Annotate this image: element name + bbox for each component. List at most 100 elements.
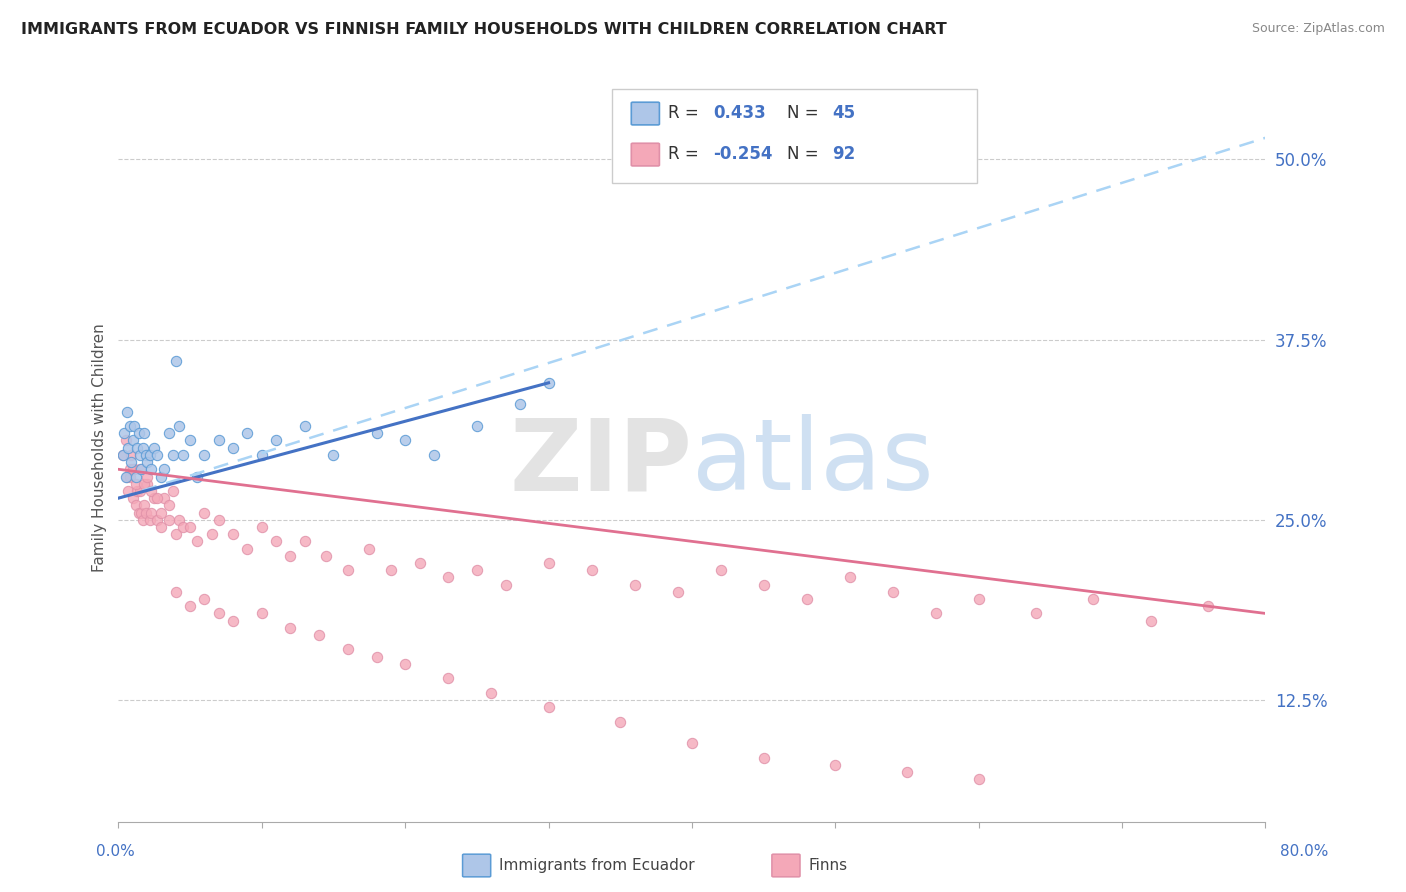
Point — [165, 527, 187, 541]
Point — [134, 476, 156, 491]
Point — [315, 549, 337, 563]
Point — [609, 714, 631, 729]
Point — [437, 671, 460, 685]
Point — [167, 419, 190, 434]
Point — [118, 419, 141, 434]
Point — [141, 506, 163, 520]
Point — [280, 621, 302, 635]
Point — [179, 434, 201, 448]
Point — [752, 750, 775, 764]
Text: -0.254: -0.254 — [713, 145, 772, 163]
Text: N =: N = — [787, 104, 824, 122]
Point — [124, 499, 146, 513]
Text: R =: R = — [668, 145, 704, 163]
Point — [141, 462, 163, 476]
Text: 0.433: 0.433 — [713, 104, 766, 122]
Point — [132, 441, 155, 455]
Point — [208, 513, 231, 527]
Point — [128, 506, 150, 520]
Point — [139, 448, 162, 462]
Point — [165, 584, 187, 599]
Point — [136, 455, 159, 469]
Text: Immigrants from Ecuador: Immigrants from Ecuador — [499, 858, 695, 872]
Point — [967, 772, 990, 786]
Point — [134, 426, 156, 441]
Point — [366, 649, 388, 664]
Point — [111, 448, 134, 462]
Point — [132, 513, 155, 527]
Point — [222, 614, 245, 628]
Point — [193, 448, 215, 462]
Y-axis label: Family Households with Children: Family Households with Children — [93, 323, 107, 572]
Point — [752, 577, 775, 591]
Text: Source: ZipAtlas.com: Source: ZipAtlas.com — [1251, 22, 1385, 36]
Point — [394, 657, 416, 671]
Point — [135, 448, 157, 462]
Point — [294, 419, 316, 434]
Point — [121, 434, 143, 448]
Point — [162, 448, 184, 462]
Point — [179, 599, 201, 614]
Point — [143, 441, 166, 455]
Point — [359, 541, 381, 556]
Point — [157, 513, 180, 527]
Point — [437, 570, 460, 584]
Point — [114, 434, 136, 448]
Point — [141, 483, 163, 498]
Text: 80.0%: 80.0% — [1281, 845, 1329, 859]
Point — [581, 563, 603, 577]
Point — [222, 441, 245, 455]
Point — [201, 527, 224, 541]
Point — [139, 513, 162, 527]
Point — [172, 520, 194, 534]
Point — [153, 462, 176, 476]
Point — [135, 506, 157, 520]
Point — [250, 607, 273, 621]
Point — [264, 434, 287, 448]
Point — [165, 354, 187, 368]
Point — [495, 577, 517, 591]
Point — [146, 513, 169, 527]
Point — [336, 642, 359, 657]
Text: ZIP: ZIP — [509, 414, 692, 511]
Text: atlas: atlas — [692, 414, 934, 511]
Point — [1083, 592, 1105, 607]
Point — [824, 757, 846, 772]
Point — [208, 607, 231, 621]
Point — [882, 584, 904, 599]
Point — [380, 563, 402, 577]
Text: 92: 92 — [832, 145, 856, 163]
Point — [394, 434, 416, 448]
Point — [162, 483, 184, 498]
Point — [236, 426, 259, 441]
Point — [1025, 607, 1047, 621]
Point — [115, 469, 138, 483]
Point — [186, 534, 208, 549]
Point — [125, 441, 148, 455]
Point — [157, 426, 180, 441]
Point — [129, 462, 152, 476]
Point — [118, 469, 141, 483]
Point — [465, 419, 488, 434]
Point — [236, 541, 259, 556]
Point — [124, 476, 146, 491]
Point — [128, 426, 150, 441]
Point — [796, 592, 818, 607]
Point — [280, 549, 302, 563]
Point — [150, 506, 173, 520]
Point — [264, 534, 287, 549]
Point — [537, 556, 560, 570]
Point — [336, 563, 359, 577]
Text: 0.0%: 0.0% — [96, 845, 135, 859]
Point — [120, 455, 142, 469]
Point — [250, 520, 273, 534]
Point — [193, 592, 215, 607]
Point — [294, 534, 316, 549]
Point — [172, 448, 194, 462]
Point — [115, 404, 138, 418]
Point — [924, 607, 946, 621]
Point — [129, 483, 152, 498]
Point — [125, 483, 148, 498]
Point — [479, 686, 502, 700]
Point — [896, 764, 918, 779]
